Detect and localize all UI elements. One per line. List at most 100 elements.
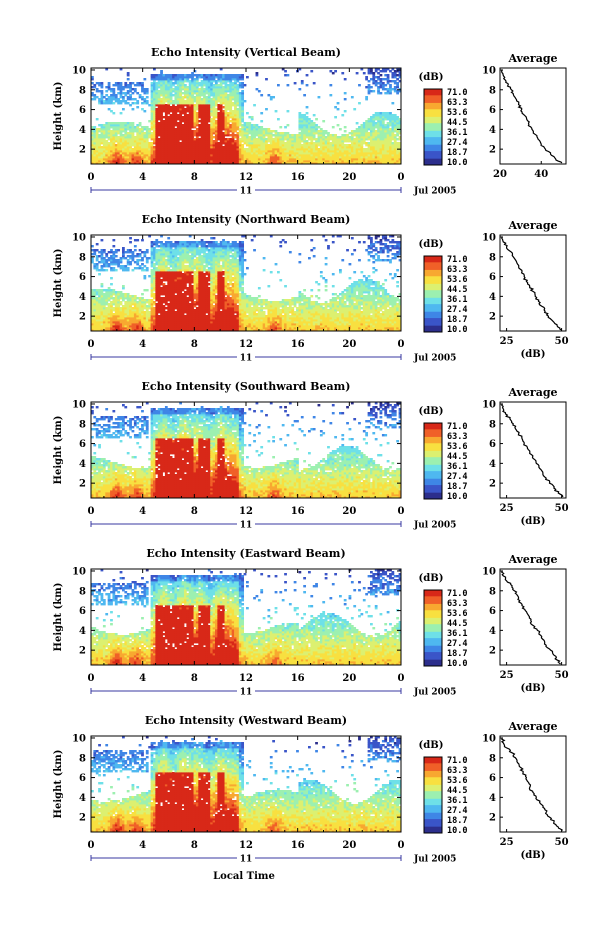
heatmap-cell [186,74,189,76]
heatmap-cell [127,90,130,92]
heatmap-cell [172,82,175,84]
heatmap-cell [184,100,187,102]
heatmap-cell [117,82,120,84]
heatmap-cell [267,94,270,96]
heatmap-cell [174,128,177,130]
heatmap-cell [222,74,225,76]
heatmap-cell [222,86,225,88]
heatmap-cell [136,106,139,108]
heatmap-cell [132,102,135,104]
heatmap-cell [124,92,127,94]
heatmap-cell [132,122,135,124]
heatmap-cell [98,82,101,84]
heatmap-cell [132,88,135,90]
heatmap-cell [98,128,101,130]
heatmap-cell [172,94,175,96]
heatmap-cell [151,132,154,134]
heatmap-cell [222,106,225,108]
heatmap-cell [103,100,106,102]
heatmap-cell [129,122,132,124]
heatmap-cell [143,78,146,80]
heatmap-cell [236,108,239,110]
heatmap-cell [229,124,232,126]
heatmap-cell [287,132,290,134]
heatmap-cell [148,120,151,122]
heatmap-cell [182,92,185,94]
heatmap-cell [279,126,282,128]
heatmap-cell [143,126,146,128]
heatmap-cell [148,128,151,130]
heatmap-cell [267,128,270,130]
heatmap-cell [132,82,135,84]
heatmap-cell [105,122,108,124]
heatmap-cell [217,74,220,76]
heatmap-cell [198,120,201,122]
heatmap-cell [244,84,247,86]
heatmap-cell [227,138,230,140]
heatmap-cell [227,94,230,96]
heatmap-cell [265,108,268,110]
heatmap-cell [124,82,127,84]
heatmap-cell [98,98,101,100]
heatmap-cell [258,126,261,128]
heatmap-cell [279,132,282,134]
heatmap-cell [198,138,201,140]
heatmap-cell [143,132,146,134]
heatmap-cell [234,74,237,76]
heatmap-cell [215,108,218,110]
heatmap-cell [194,138,197,140]
heatmap-cell [174,86,177,88]
heatmap-cell [205,96,208,98]
heatmap-cell [112,84,115,86]
heatmap-cell [146,88,149,90]
heatmap-cell [174,106,177,108]
heatmap-cell [239,138,242,140]
heatmap-cell [98,124,101,126]
heatmap-cell [172,88,175,90]
heatmap-cell [112,112,115,114]
heatmap-cell [120,122,123,124]
heatmap-cell [215,120,218,122]
heatmap-cell [93,126,96,128]
heatmap-cell [263,128,266,130]
heatmap-cell [253,104,256,106]
heatmap-cell [143,98,146,100]
heatmap-cell [153,146,156,148]
heatmap-cell [210,98,213,100]
heatmap-cell [101,124,104,126]
heatmap-cell [117,98,120,100]
heatmap-cell [287,124,290,126]
heatmap-cell [163,74,166,76]
heatmap-cell [177,114,180,116]
heatmap-cell [270,96,273,98]
heatmap-cell [236,132,239,134]
heatmap-cell [189,80,192,82]
heatmap-cell [127,102,130,104]
heatmap-cell [256,138,259,140]
heatmap-cell [229,138,232,140]
heatmap-cell [198,88,201,90]
heatmap-cell [203,88,206,90]
heatmap-cell [141,102,144,104]
heatmap-cell [229,120,232,122]
heatmap-cell [136,82,139,84]
heatmap-cell [256,72,259,74]
heatmap-cell [241,124,244,126]
heatmap-cell [141,82,144,84]
heatmap-cell [248,116,251,118]
heatmap-cell [132,92,135,94]
heatmap-cell [260,94,263,96]
heatmap-cell [203,74,206,76]
heatmap-cell [217,104,220,106]
heatmap-cell [127,78,130,80]
heatmap-cell [141,96,144,98]
heatmap-cell [163,116,166,118]
heatmap-cell [141,126,144,128]
heatmap-cell [208,74,211,76]
heatmap-cell [256,124,259,126]
heatmap-cell [165,74,168,76]
heatmap-cell [132,98,135,100]
heatmap-cell [110,88,113,90]
heatmap-cell [191,130,194,132]
heatmap-cell [194,96,197,98]
